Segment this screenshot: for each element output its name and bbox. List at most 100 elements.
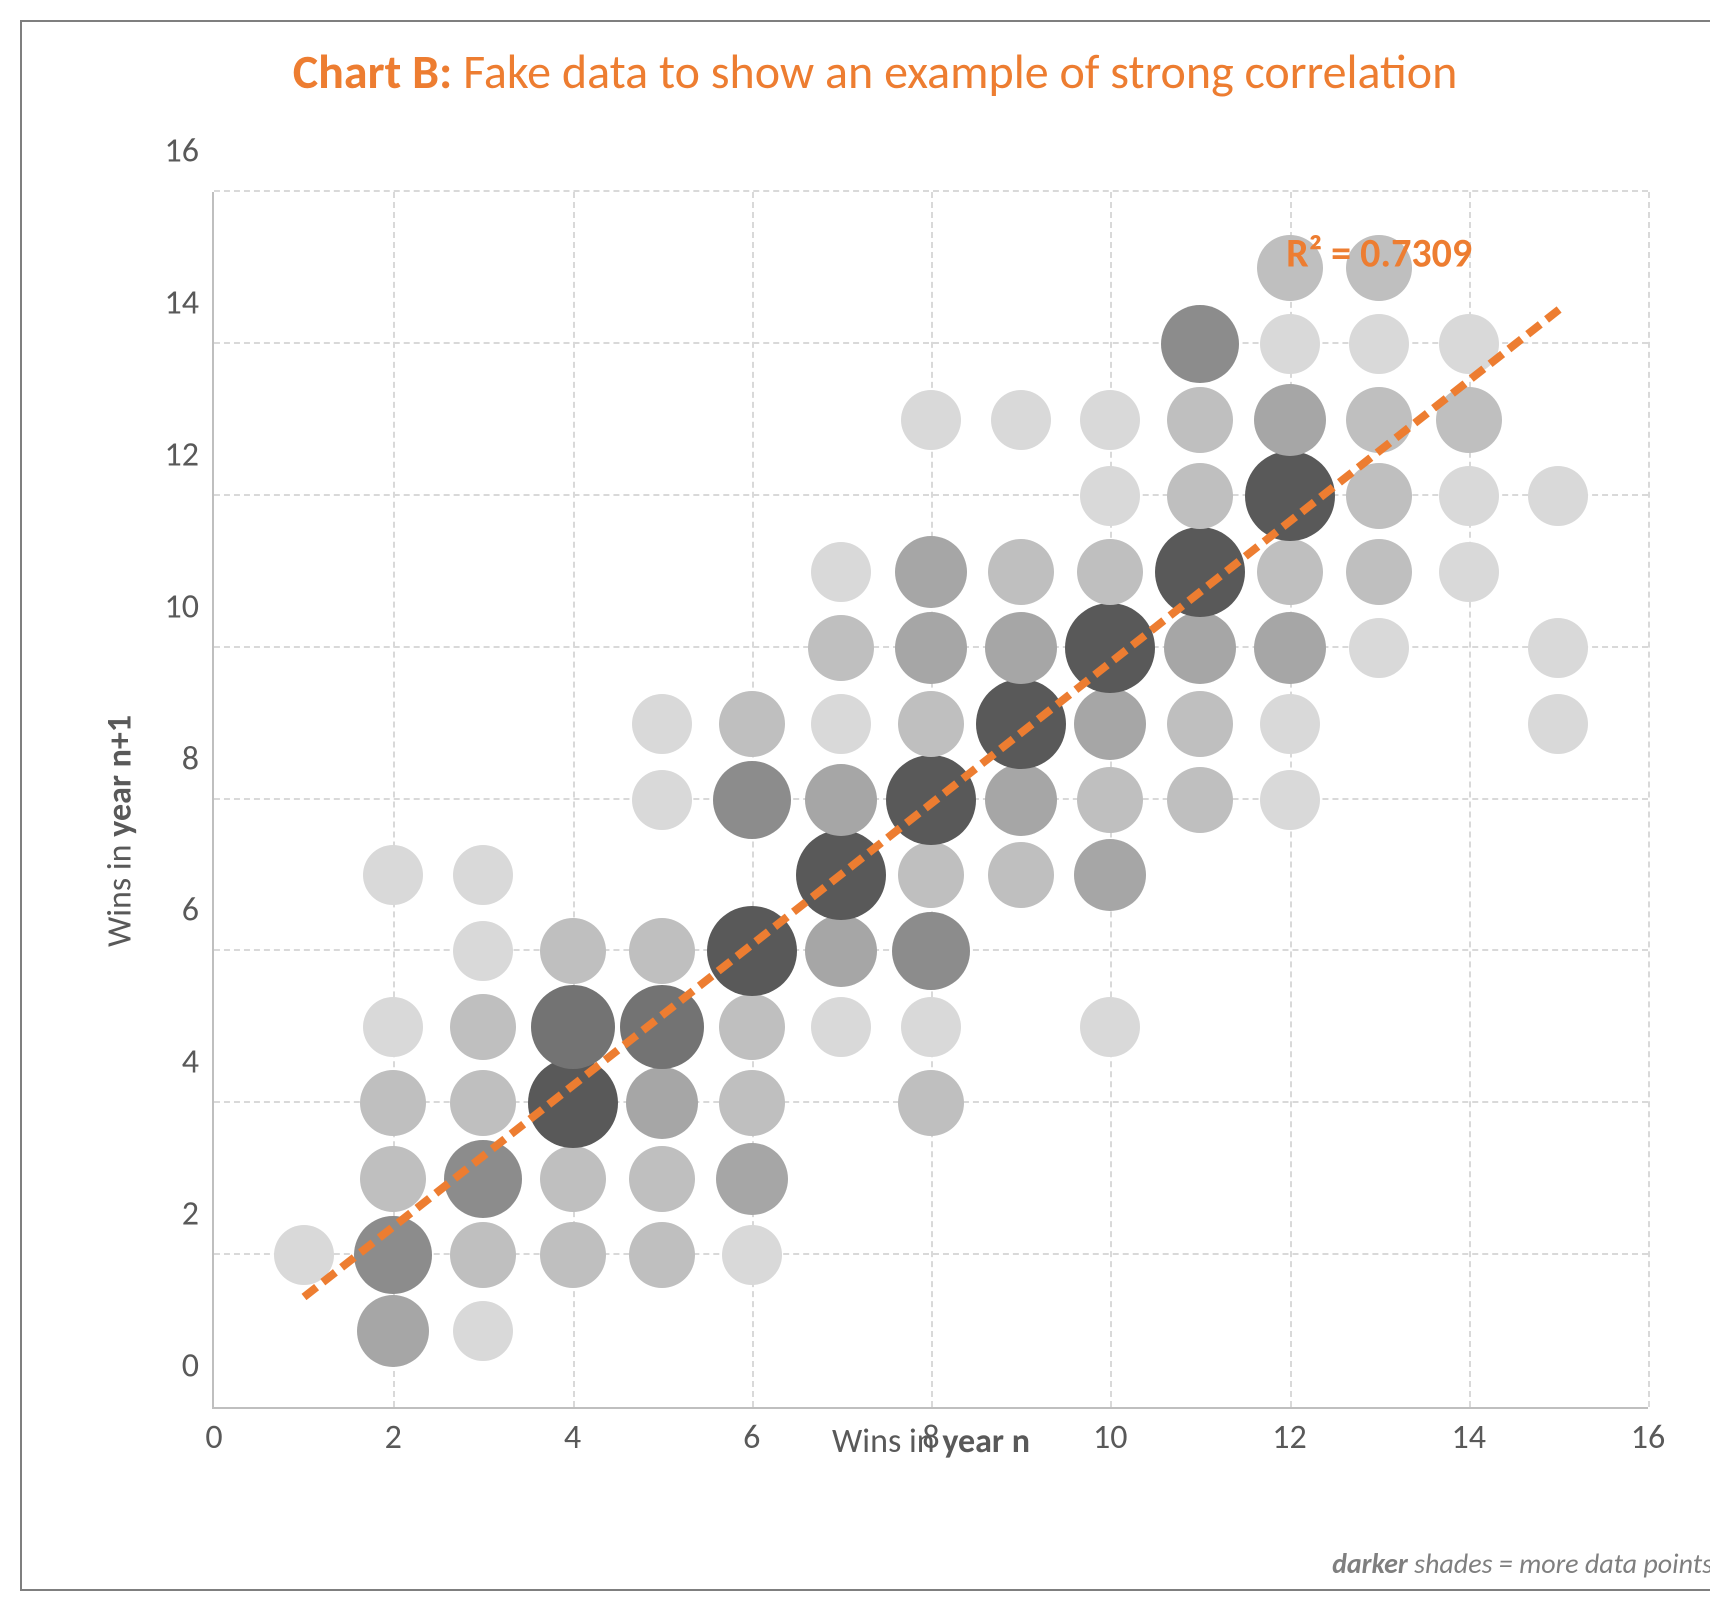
data-point bbox=[1260, 694, 1320, 754]
data-point bbox=[540, 918, 606, 984]
data-point bbox=[1349, 618, 1409, 678]
footnote-bold: darker bbox=[1332, 1546, 1408, 1581]
x-tick-label: 2 bbox=[385, 1407, 402, 1458]
x-tick-label: 4 bbox=[564, 1407, 581, 1458]
data-point bbox=[1439, 542, 1499, 602]
plot-area: Wins in year n 0246810121416024681012141… bbox=[212, 192, 1648, 1409]
data-point bbox=[626, 1067, 698, 1139]
x-tick-label: 12 bbox=[1272, 1407, 1306, 1458]
data-point bbox=[901, 997, 961, 1057]
data-point bbox=[895, 536, 967, 608]
r-squared-label: R² = 0.7309 bbox=[1286, 228, 1472, 277]
data-point bbox=[629, 1222, 695, 1288]
data-point bbox=[632, 770, 692, 830]
x-tick-label: 6 bbox=[743, 1407, 760, 1458]
chart-container: Chart B: Fake data to show an example of… bbox=[20, 20, 1710, 1591]
data-point bbox=[1260, 314, 1320, 374]
data-point bbox=[1528, 694, 1588, 754]
data-point bbox=[1167, 767, 1233, 833]
data-point bbox=[1074, 839, 1146, 911]
y-tick-label: 8 bbox=[182, 738, 214, 779]
data-point bbox=[1080, 997, 1140, 1057]
data-point bbox=[1077, 767, 1143, 833]
data-point bbox=[1439, 466, 1499, 526]
data-point bbox=[528, 1058, 618, 1148]
data-point bbox=[988, 539, 1054, 605]
y-tick-label: 16 bbox=[165, 131, 214, 172]
footnote: darker shades = more data points bbox=[1332, 1546, 1710, 1581]
data-point bbox=[892, 912, 970, 990]
data-point bbox=[808, 615, 874, 681]
chart-title-bold: Chart B: bbox=[293, 42, 453, 101]
data-point bbox=[1349, 314, 1409, 374]
data-point bbox=[1167, 387, 1233, 453]
x-tick-label: 14 bbox=[1452, 1407, 1486, 1458]
data-point bbox=[1346, 387, 1412, 453]
data-point bbox=[901, 390, 961, 450]
data-point bbox=[991, 390, 1051, 450]
y-tick-label: 12 bbox=[165, 434, 214, 475]
x-tick-label: 16 bbox=[1631, 1407, 1665, 1458]
data-point bbox=[719, 691, 785, 757]
chart-title: Chart B: Fake data to show an example of… bbox=[22, 22, 1710, 112]
data-point bbox=[453, 921, 513, 981]
data-point bbox=[1080, 466, 1140, 526]
data-point bbox=[1164, 612, 1236, 684]
data-point bbox=[895, 612, 967, 684]
y-axis-label-bold: year n+1 bbox=[100, 714, 141, 836]
x-tick-label: 0 bbox=[205, 1407, 222, 1458]
chart-title-rest: Fake data to show an example of strong c… bbox=[452, 42, 1457, 101]
data-point bbox=[719, 1070, 785, 1136]
data-point bbox=[985, 764, 1057, 836]
y-axis-label: Wins in year n+1 bbox=[100, 714, 141, 946]
y-axis-label-prefix: Wins in bbox=[100, 836, 141, 946]
data-point bbox=[1528, 466, 1588, 526]
data-point bbox=[620, 985, 704, 1069]
data-point bbox=[1167, 691, 1233, 757]
data-point bbox=[898, 691, 964, 757]
data-point bbox=[805, 764, 877, 836]
data-point bbox=[898, 842, 964, 908]
data-point bbox=[1260, 770, 1320, 830]
data-point bbox=[363, 845, 423, 905]
data-point bbox=[450, 994, 516, 1060]
data-point bbox=[811, 997, 871, 1057]
data-point bbox=[719, 994, 785, 1060]
data-point bbox=[722, 1225, 782, 1285]
data-point bbox=[540, 1146, 606, 1212]
data-point bbox=[632, 694, 692, 754]
data-point bbox=[450, 1070, 516, 1136]
data-point bbox=[1161, 305, 1239, 383]
plot-wrapper: Wins in year n+1 Wins in year n 02468101… bbox=[92, 192, 1688, 1469]
footnote-rest: shades = more data points bbox=[1408, 1546, 1710, 1581]
data-point bbox=[1080, 390, 1140, 450]
data-point bbox=[1257, 539, 1323, 605]
data-point bbox=[629, 918, 695, 984]
y-tick-label: 0 bbox=[182, 1346, 214, 1387]
gridline-v bbox=[1648, 192, 1650, 1407]
data-point bbox=[1077, 539, 1143, 605]
data-point bbox=[1528, 618, 1588, 678]
y-tick-label: 14 bbox=[165, 282, 214, 323]
data-point bbox=[1254, 384, 1326, 456]
data-point bbox=[1167, 463, 1233, 529]
data-point bbox=[1254, 612, 1326, 684]
y-tick-label: 6 bbox=[182, 890, 214, 931]
data-point bbox=[1346, 539, 1412, 605]
data-point bbox=[1074, 688, 1146, 760]
data-point bbox=[540, 1222, 606, 1288]
data-point bbox=[450, 1222, 516, 1288]
data-point bbox=[985, 612, 1057, 684]
data-point bbox=[898, 1070, 964, 1136]
data-point bbox=[811, 542, 871, 602]
x-tick-label: 10 bbox=[1093, 1407, 1127, 1458]
data-point bbox=[360, 1070, 426, 1136]
x-tick-label: 8 bbox=[922, 1407, 939, 1458]
data-point bbox=[1065, 603, 1155, 693]
y-tick-label: 4 bbox=[182, 1042, 214, 1083]
data-point bbox=[357, 1295, 429, 1367]
data-point bbox=[811, 694, 871, 754]
data-point bbox=[713, 761, 791, 839]
data-point bbox=[988, 842, 1054, 908]
data-point bbox=[805, 915, 877, 987]
